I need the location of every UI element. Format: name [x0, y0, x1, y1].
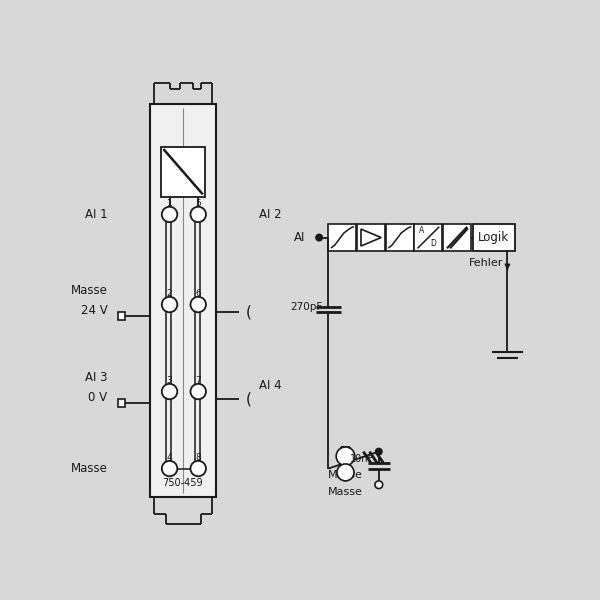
Text: 10nF: 10nF	[350, 454, 374, 464]
Circle shape	[190, 461, 206, 476]
Bar	[161, 146, 205, 197]
Text: Masse: Masse	[71, 284, 107, 297]
Bar	[473, 224, 515, 251]
Text: (: (	[245, 392, 251, 407]
Circle shape	[190, 384, 206, 399]
Text: Fehler: Fehler	[469, 258, 503, 268]
Text: 5: 5	[196, 199, 201, 208]
Text: AI 4: AI 4	[259, 379, 281, 392]
Circle shape	[337, 464, 354, 481]
Bar	[150, 104, 216, 497]
Circle shape	[376, 449, 382, 455]
Text: 24 V: 24 V	[81, 304, 107, 317]
Text: (: (	[245, 305, 251, 320]
Text: Logik: Logik	[478, 231, 509, 244]
Text: 3: 3	[167, 376, 172, 385]
Circle shape	[162, 461, 178, 476]
Bar	[328, 224, 356, 251]
Circle shape	[162, 207, 178, 222]
Bar	[357, 224, 385, 251]
Text: 270pF: 270pF	[290, 302, 322, 312]
Circle shape	[162, 384, 178, 399]
Text: 750-459: 750-459	[163, 478, 203, 488]
Text: D: D	[430, 239, 436, 248]
Text: Masse: Masse	[328, 487, 363, 497]
Text: 0 V: 0 V	[88, 391, 107, 404]
Text: Masse: Masse	[71, 462, 107, 475]
Text: AI 2: AI 2	[259, 208, 281, 221]
Circle shape	[336, 447, 355, 466]
Text: 1: 1	[167, 199, 172, 208]
Text: 2: 2	[167, 289, 172, 298]
Text: AI 1: AI 1	[85, 208, 107, 221]
Text: A: A	[419, 226, 424, 235]
Circle shape	[316, 235, 322, 241]
Circle shape	[190, 207, 206, 222]
Text: 6: 6	[196, 289, 201, 298]
Text: AI: AI	[294, 231, 305, 244]
Circle shape	[162, 297, 178, 312]
Bar	[415, 224, 442, 251]
Circle shape	[375, 481, 383, 488]
Bar	[386, 224, 413, 251]
Text: Masse: Masse	[328, 470, 363, 480]
Text: AI 3: AI 3	[85, 371, 107, 384]
Bar	[118, 312, 125, 320]
Text: 4: 4	[167, 453, 172, 462]
Text: 7: 7	[196, 376, 201, 385]
Bar	[443, 224, 471, 251]
Bar	[118, 399, 125, 407]
Circle shape	[190, 297, 206, 312]
Text: 8: 8	[196, 453, 201, 462]
